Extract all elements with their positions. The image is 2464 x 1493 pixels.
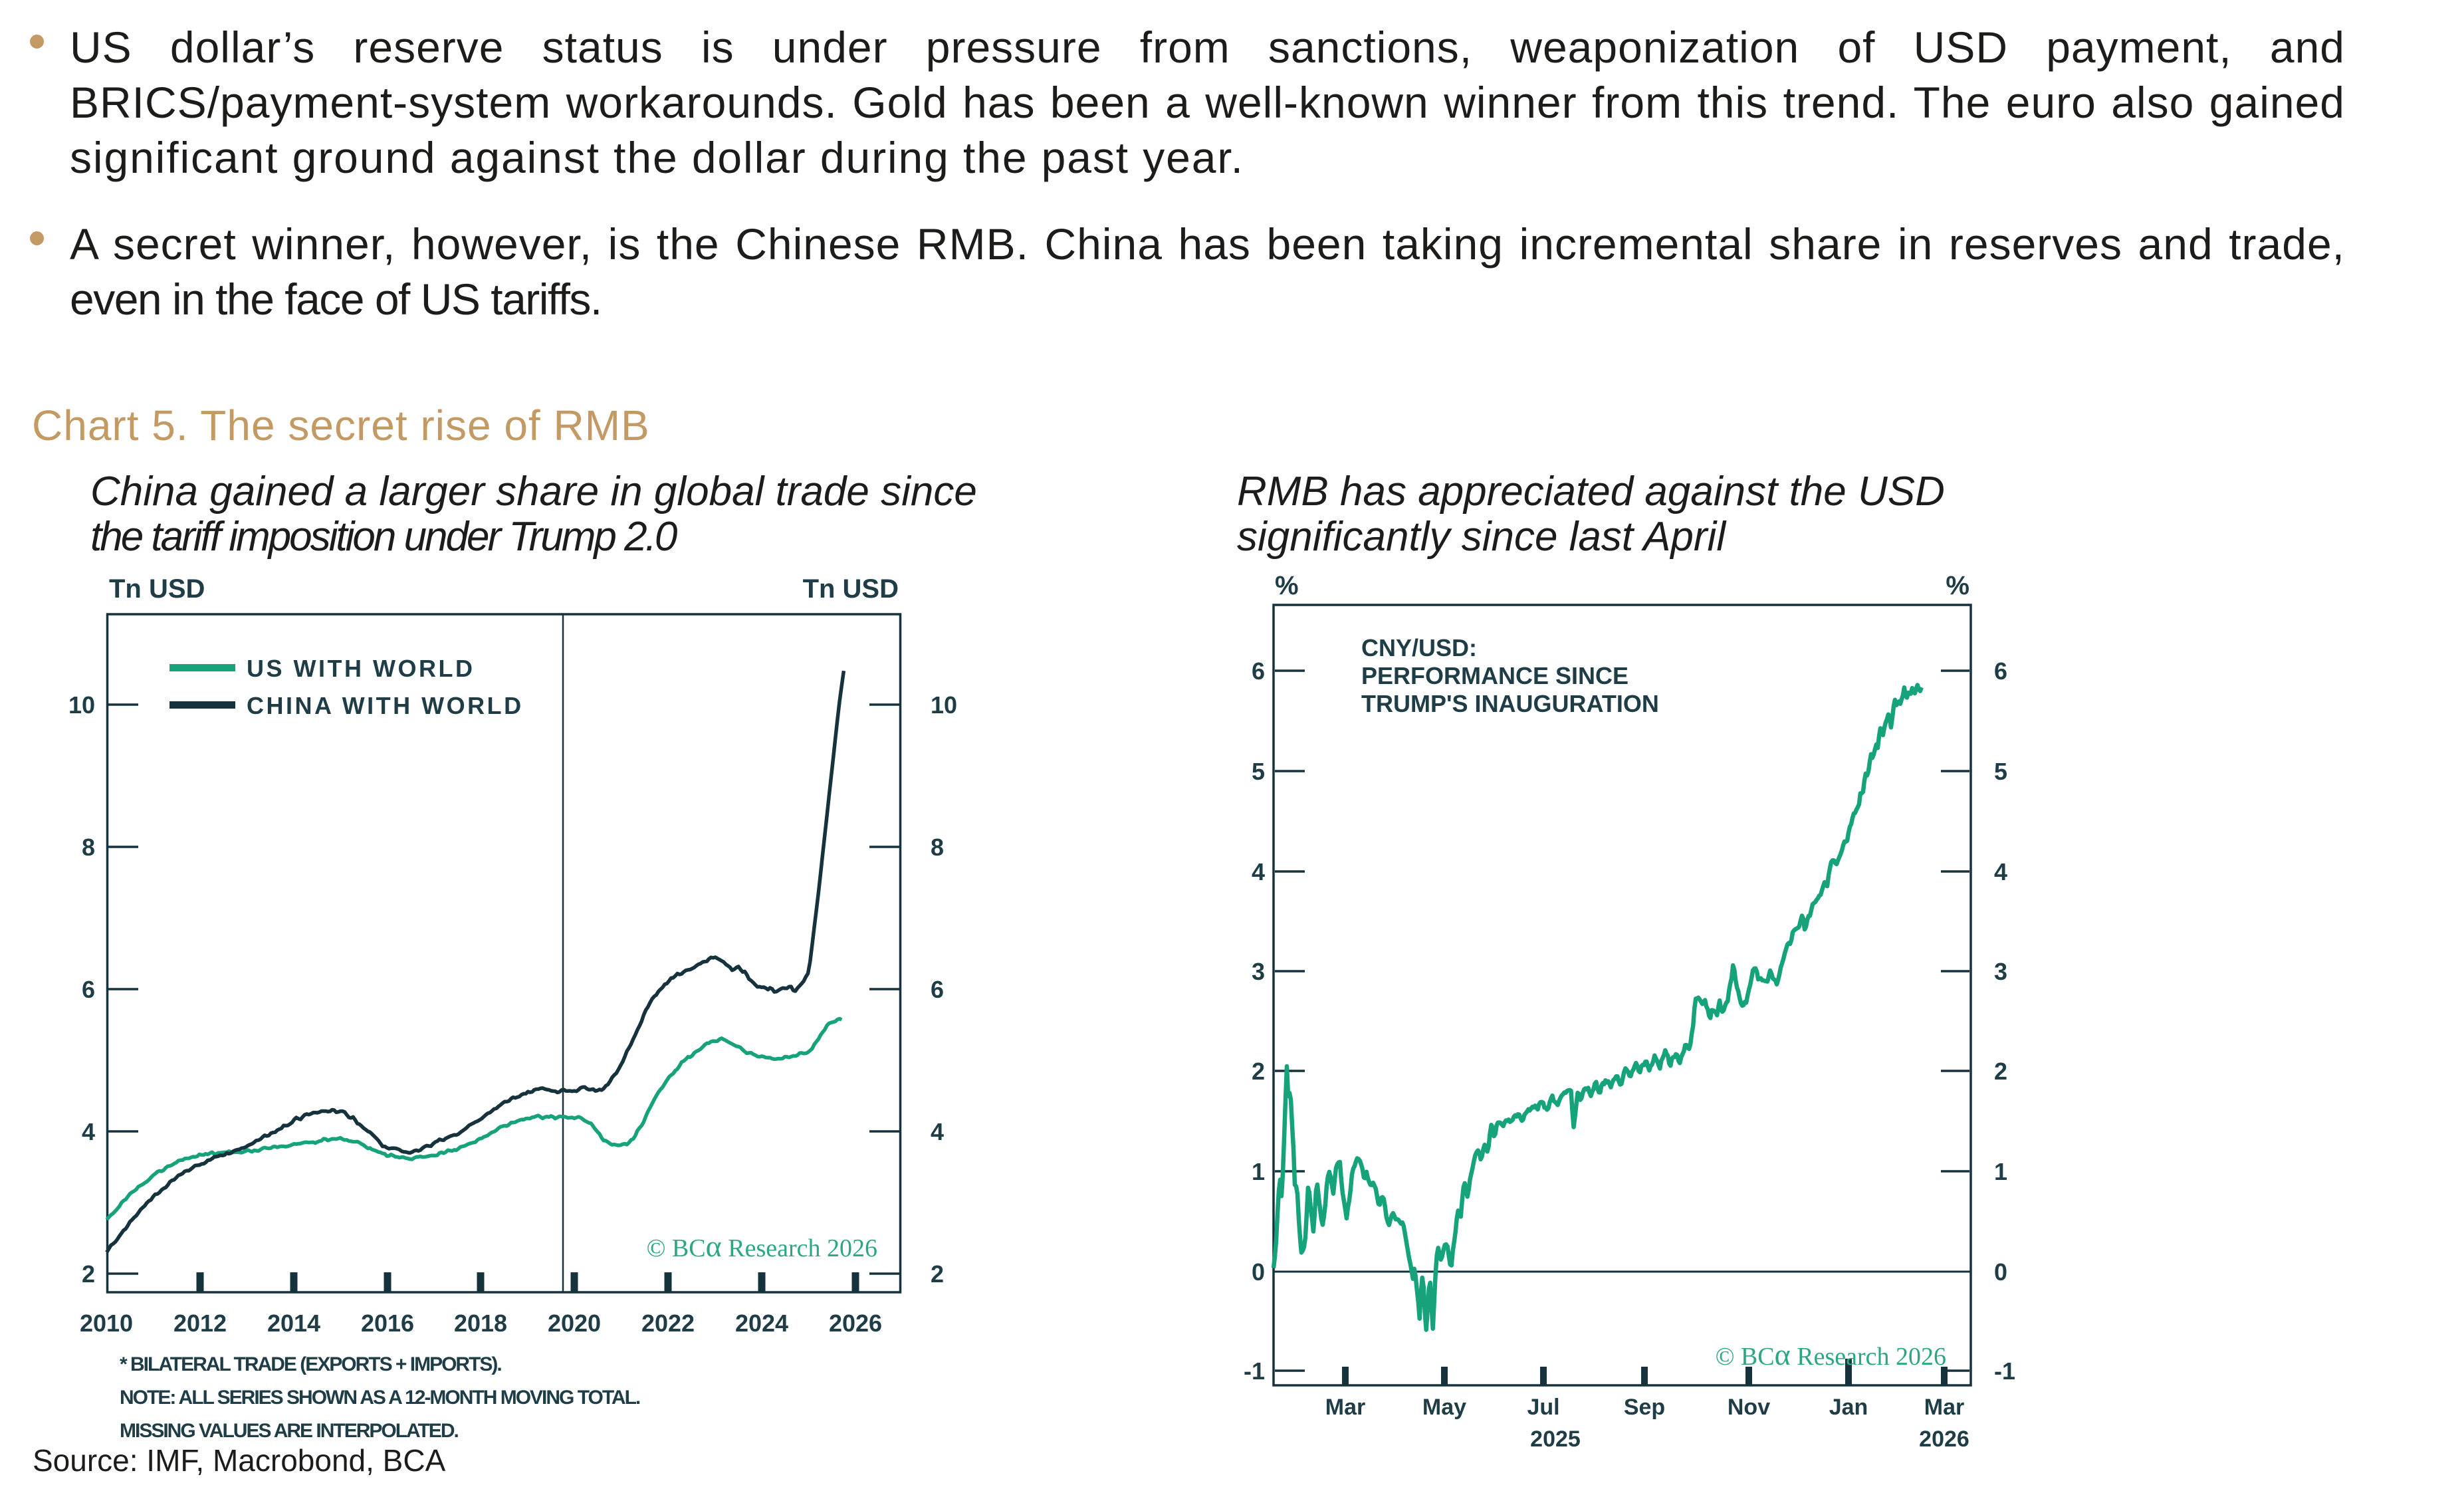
svg-text:TRUMP'S INAUGURATION: TRUMP'S INAUGURATION [1361, 690, 1659, 717]
svg-text:0: 0 [1252, 1258, 1265, 1286]
svg-text:MISSING VALUES ARE INTERPOLATE: MISSING VALUES ARE INTERPOLATED. [120, 1420, 458, 1442]
svg-text:2020: 2020 [548, 1310, 601, 1337]
svg-text:NOTE: ALL SERIES SHOWN AS A 12: NOTE: ALL SERIES SHOWN AS A 12-MONTH MOV… [120, 1387, 640, 1409]
svg-text:2024: 2024 [735, 1310, 788, 1337]
svg-text:Mar: Mar [1924, 1395, 1964, 1420]
svg-text:CNY/USD:: CNY/USD: [1361, 634, 1477, 661]
svg-text:Tn USD: Tn USD [109, 574, 205, 604]
svg-text:2012: 2012 [173, 1310, 227, 1337]
svg-text:Jul: Jul [1527, 1395, 1559, 1420]
svg-text:6: 6 [931, 976, 944, 1003]
svg-text:2: 2 [82, 1260, 95, 1288]
svg-text:8: 8 [931, 834, 944, 861]
svg-text:Nov: Nov [1728, 1395, 1770, 1420]
svg-text:© BCα Research 2026: © BCα Research 2026 [647, 1229, 877, 1263]
svg-text:1: 1 [1994, 1158, 2007, 1185]
svg-text:1: 1 [1252, 1158, 1265, 1185]
svg-text:Mar: Mar [1325, 1395, 1365, 1420]
svg-text:5: 5 [1994, 758, 2007, 785]
svg-text:May: May [1422, 1395, 1466, 1420]
svg-text:US WITH WORLD: US WITH WORLD [247, 655, 475, 682]
svg-text:10: 10 [931, 691, 957, 719]
svg-text:2010: 2010 [80, 1310, 133, 1337]
svg-text:Sep: Sep [1624, 1395, 1665, 1420]
svg-text:© BCα Research 2026: © BCα Research 2026 [1716, 1337, 1946, 1371]
svg-text:Source: IMF, Macrobond, BCA: Source: IMF, Macrobond, BCA [33, 1443, 446, 1478]
svg-text:6: 6 [1252, 657, 1265, 685]
svg-text:2026: 2026 [829, 1310, 882, 1337]
svg-text:4: 4 [931, 1118, 944, 1145]
svg-text:2022: 2022 [641, 1310, 695, 1337]
svg-text:6: 6 [1994, 657, 2007, 685]
svg-text:%: % [1275, 571, 1299, 600]
svg-text:2026: 2026 [1919, 1427, 1969, 1452]
svg-text:5: 5 [1252, 758, 1265, 785]
svg-text:8: 8 [82, 834, 95, 861]
svg-text:0: 0 [1994, 1258, 2007, 1286]
svg-text:10: 10 [68, 691, 95, 719]
svg-text:-1: -1 [1994, 1357, 2015, 1385]
svg-text:4: 4 [1252, 858, 1265, 885]
svg-text:2014: 2014 [267, 1310, 320, 1337]
svg-text:-1: -1 [1244, 1357, 1265, 1385]
svg-text:2: 2 [1994, 1058, 2007, 1085]
svg-text:4: 4 [1994, 858, 2007, 885]
svg-text:* BILATERAL TRADE (EXPORTS + I: * BILATERAL TRADE (EXPORTS + IMPORTS). [120, 1353, 501, 1375]
svg-text:3: 3 [1252, 958, 1265, 985]
svg-text:Tn USD: Tn USD [803, 574, 899, 604]
svg-text:CHINA WITH WORLD: CHINA WITH WORLD [247, 692, 524, 719]
svg-text:PERFORMANCE SINCE: PERFORMANCE SINCE [1361, 662, 1628, 689]
svg-text:6: 6 [82, 976, 95, 1003]
svg-text:3: 3 [1994, 958, 2007, 985]
svg-text:4: 4 [82, 1118, 95, 1145]
svg-text:2018: 2018 [454, 1310, 507, 1337]
svg-text:2016: 2016 [361, 1310, 414, 1337]
svg-text:2: 2 [931, 1260, 944, 1288]
svg-text:Jan: Jan [1829, 1395, 1868, 1420]
svg-text:2: 2 [1252, 1058, 1265, 1085]
svg-text:2025: 2025 [1530, 1427, 1581, 1452]
svg-text:%: % [1946, 571, 1969, 600]
